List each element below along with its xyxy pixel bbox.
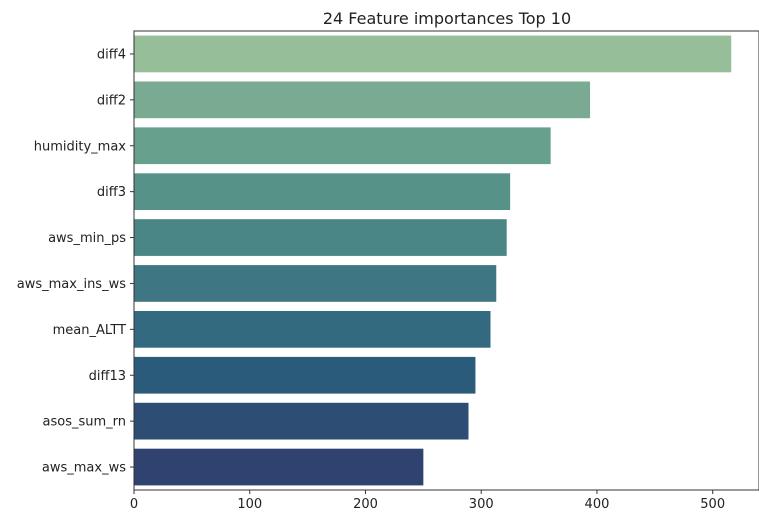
bar-diff2: [134, 81, 591, 119]
y-tick-label-asos_sum_rn: asos_sum_rn: [43, 415, 127, 430]
bar-aws_max_ins_ws: [134, 265, 497, 302]
x-tick-label-400: 400: [585, 497, 610, 512]
y-tick-label-aws_min_ps: aws_min_ps: [48, 231, 126, 246]
x-tick-label-500: 500: [700, 497, 725, 512]
y-tick-label-diff13: diff13: [89, 369, 126, 384]
bars-group: [134, 35, 732, 486]
y-tick-labels: diff4 diff2 humidity_max diff3 aws_min_psaws…: [17, 47, 134, 476]
y-tick-label-diff4: diff4: [97, 47, 126, 62]
bar-aws_min_ps: [134, 219, 507, 256]
y-tick-label-aws_max_ws: aws_max_ws: [42, 461, 126, 476]
x-tick-label-300: 300: [469, 497, 494, 512]
chart-title: 24 Feature importances Top 10: [323, 9, 571, 28]
y-tick-label-humidity_max: humidity_max: [34, 139, 127, 154]
y-tick-label-diff2: diff2: [97, 93, 126, 108]
x-tick-label-100: 100: [237, 497, 262, 512]
bar-diff4: [134, 35, 732, 73]
x-ticks: 0 100 200 300 400 500: [130, 490, 725, 512]
x-tick-label-200: 200: [353, 497, 378, 512]
y-tick-label-mean_ALTT: mean_ALTT: [53, 323, 126, 338]
plot-frame: [133, 30, 759, 491]
bar-diff3: [134, 173, 511, 211]
bar-mean_ALTT: [134, 310, 491, 348]
x-tick-label-0: 0: [130, 497, 138, 512]
bar-aws_max_ws: [134, 448, 424, 486]
y-tick-label-diff3: diff3: [97, 185, 126, 200]
bar-humidity_max: [134, 127, 551, 165]
y-tick-label-aws_max_ins_ws: aws_max_ins_ws: [17, 277, 126, 292]
bar-diff13: [134, 356, 476, 394]
bar-asos_sum_rn: [134, 402, 469, 440]
